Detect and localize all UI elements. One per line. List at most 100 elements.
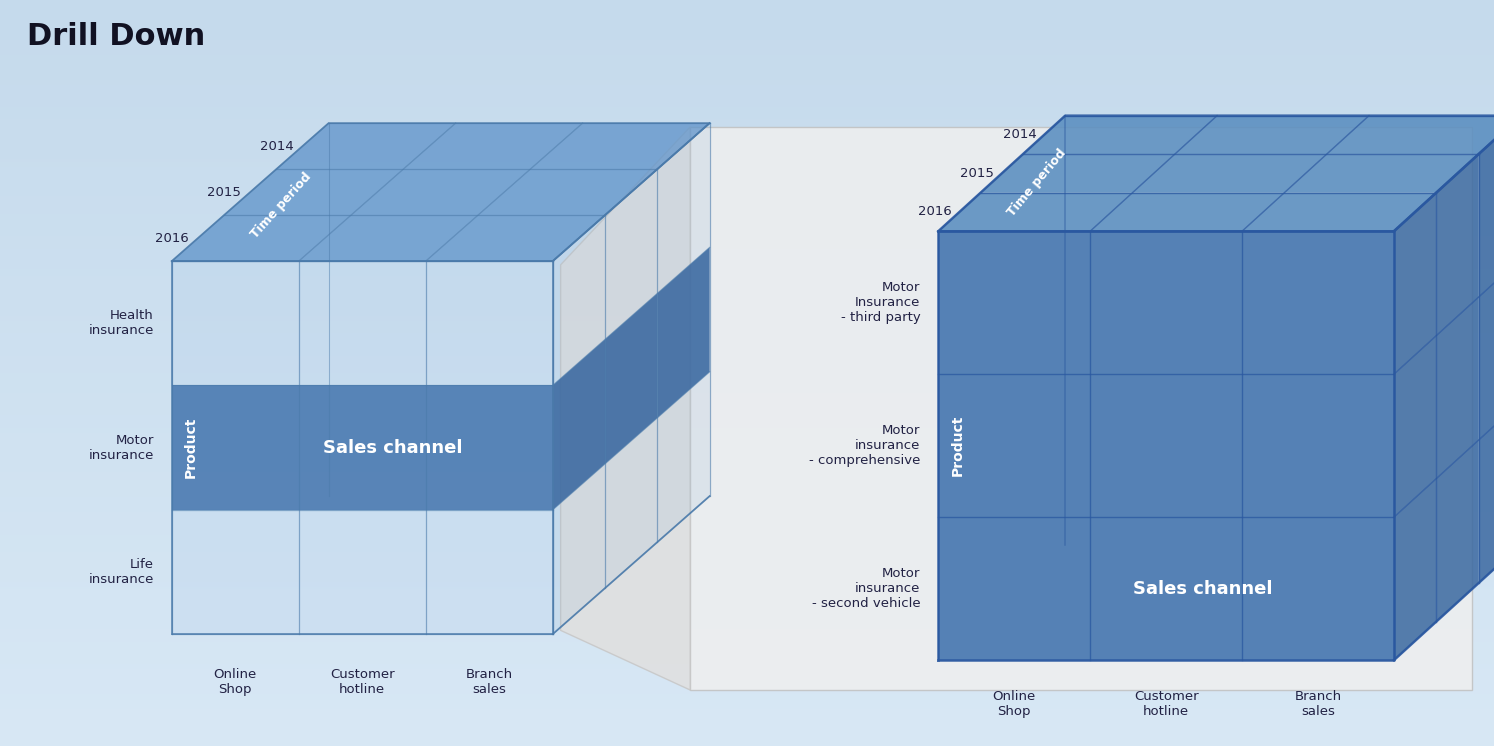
Bar — [0, 60, 1494, 62]
Bar — [0, 269, 1494, 271]
Bar — [0, 689, 1494, 692]
Bar — [0, 32, 1494, 35]
Bar — [0, 724, 1494, 726]
Bar — [0, 388, 1494, 390]
Polygon shape — [172, 386, 299, 510]
Polygon shape — [1023, 116, 1218, 154]
Polygon shape — [1394, 479, 1436, 660]
Bar — [0, 62, 1494, 65]
Bar — [0, 427, 1494, 430]
Bar — [0, 147, 1494, 149]
Bar — [0, 716, 1494, 718]
Bar — [0, 569, 1494, 572]
Polygon shape — [426, 215, 605, 261]
Text: Branch
sales: Branch sales — [466, 668, 512, 696]
Bar — [0, 298, 1494, 301]
Bar — [0, 487, 1494, 490]
Polygon shape — [1132, 154, 1327, 192]
Bar — [0, 144, 1494, 147]
Bar — [0, 69, 1494, 72]
Bar — [0, 671, 1494, 674]
Bar — [0, 442, 1494, 445]
Polygon shape — [403, 123, 583, 169]
Bar — [0, 515, 1494, 517]
Bar — [0, 662, 1494, 664]
Polygon shape — [426, 386, 553, 510]
Text: Sales channel: Sales channel — [1132, 580, 1273, 598]
Bar — [0, 281, 1494, 283]
Bar — [0, 513, 1494, 515]
Polygon shape — [426, 215, 605, 261]
Polygon shape — [1285, 154, 1479, 192]
Bar — [0, 642, 1494, 644]
Polygon shape — [938, 374, 1091, 517]
Bar — [0, 475, 1494, 477]
Polygon shape — [690, 127, 1472, 690]
Bar — [0, 239, 1494, 241]
Text: Time period: Time period — [1005, 146, 1070, 219]
Text: Health
insurance: Health insurance — [88, 310, 154, 337]
Bar — [0, 567, 1494, 569]
Bar — [0, 510, 1494, 513]
Bar — [0, 694, 1494, 696]
Bar — [0, 418, 1494, 420]
Bar — [0, 52, 1494, 54]
Polygon shape — [172, 215, 351, 261]
Bar — [0, 259, 1494, 261]
Bar — [0, 483, 1494, 485]
Bar — [0, 684, 1494, 686]
Bar — [0, 435, 1494, 438]
Bar — [0, 169, 1494, 172]
Bar — [0, 77, 1494, 80]
Text: Motor
insurance
- comprehensive: Motor insurance - comprehensive — [808, 424, 920, 467]
Bar — [0, 142, 1494, 144]
Bar — [0, 547, 1494, 550]
Bar — [0, 517, 1494, 520]
Bar — [0, 701, 1494, 703]
Polygon shape — [657, 123, 710, 293]
Bar — [0, 741, 1494, 744]
Bar — [0, 522, 1494, 524]
Bar — [0, 266, 1494, 269]
Bar — [0, 184, 1494, 186]
Bar — [0, 420, 1494, 423]
Bar — [0, 606, 1494, 609]
Bar — [0, 457, 1494, 460]
Bar — [0, 278, 1494, 281]
Bar — [0, 552, 1494, 554]
Bar — [0, 592, 1494, 595]
Bar — [0, 686, 1494, 689]
Bar — [0, 80, 1494, 82]
Bar — [0, 463, 1494, 465]
Text: Branch
sales: Branch sales — [1294, 690, 1342, 718]
Bar — [0, 293, 1494, 296]
Bar — [0, 520, 1494, 522]
Bar — [0, 229, 1494, 231]
Bar — [0, 649, 1494, 651]
Bar — [0, 271, 1494, 274]
Bar — [0, 82, 1494, 84]
Bar — [0, 166, 1494, 169]
Bar — [0, 597, 1494, 599]
Bar — [0, 114, 1494, 117]
Bar — [0, 151, 1494, 154]
Bar — [0, 624, 1494, 627]
Bar — [0, 470, 1494, 472]
Bar — [0, 134, 1494, 137]
Bar — [0, 154, 1494, 157]
Bar — [0, 366, 1494, 368]
Polygon shape — [1242, 231, 1394, 374]
Polygon shape — [1327, 116, 1494, 154]
Bar — [0, 236, 1494, 239]
Bar — [0, 664, 1494, 666]
Bar — [0, 492, 1494, 495]
Bar — [0, 283, 1494, 286]
Bar — [0, 95, 1494, 97]
Bar — [0, 495, 1494, 498]
Polygon shape — [560, 127, 690, 690]
Bar — [0, 574, 1494, 577]
Bar — [0, 276, 1494, 278]
Bar — [0, 159, 1494, 162]
Bar — [0, 13, 1494, 15]
Polygon shape — [1479, 401, 1494, 583]
